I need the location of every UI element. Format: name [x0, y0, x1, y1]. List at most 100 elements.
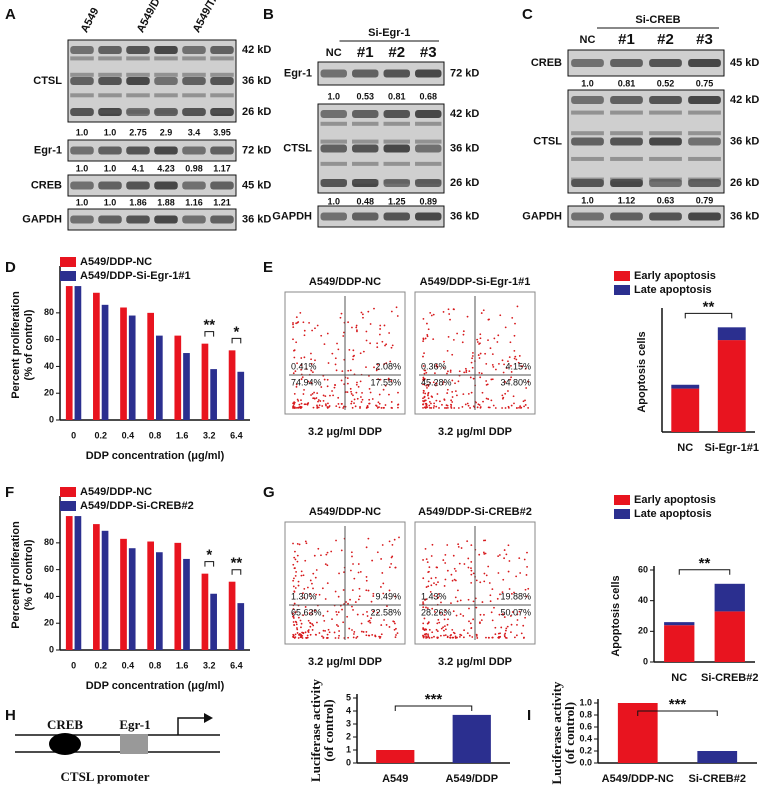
flow-dot: [429, 590, 432, 593]
blot-band: [610, 110, 643, 115]
flow-dot: [299, 636, 302, 639]
flow-dot: [328, 406, 330, 408]
y-tick-label: 60: [44, 564, 54, 574]
flow-dot: [326, 406, 329, 408]
flow-dot: [450, 399, 453, 402]
flow-dot: [315, 397, 318, 399]
flow-dot: [429, 381, 432, 384]
blot-band: [98, 109, 122, 114]
flow-dot: [426, 386, 428, 389]
flow-dot: [380, 407, 383, 409]
diagram-caption: CTSL promoter: [61, 769, 150, 784]
blot-band: [126, 46, 150, 54]
flow-dot: [499, 314, 502, 317]
bar: [228, 581, 236, 650]
blot-band: [98, 77, 122, 85]
flow-dot: [423, 372, 426, 375]
flow-dot: [300, 570, 303, 573]
flow-dot: [353, 402, 355, 405]
flow-dot: [435, 382, 438, 385]
flow-dot: [434, 372, 436, 375]
flow-dot: [510, 371, 513, 373]
flow-dot: [444, 634, 447, 636]
panel-label: A: [5, 6, 16, 23]
flow-dot: [355, 383, 358, 386]
flow-dot: [292, 585, 295, 588]
quadrant-value: 74.94%: [291, 377, 322, 387]
blot-membrane: [67, 208, 237, 231]
blot-band: [98, 93, 122, 98]
x-tick-label: 0: [71, 430, 76, 440]
bar: [147, 541, 154, 650]
flow-dot: [384, 404, 387, 406]
flow-dot: [490, 399, 493, 402]
bar: [147, 312, 154, 420]
quant-label: 1.25: [388, 196, 406, 206]
flow-dot: [375, 369, 378, 372]
flow-dot: [466, 315, 469, 318]
y-tick-label: 0: [643, 656, 648, 666]
quadrant-value: 65.63%: [291, 607, 322, 617]
flow-dot: [423, 617, 426, 620]
flow-dot: [487, 406, 490, 409]
flow-dot: [395, 627, 397, 630]
quant-label: 2.75: [129, 127, 147, 137]
flow-dot: [429, 311, 432, 314]
sig-bracket: [204, 561, 215, 567]
y-tick-label: 20: [638, 626, 648, 636]
flow-dot: [510, 623, 513, 626]
flow-dot: [422, 606, 425, 609]
flow-dot: [480, 619, 483, 622]
bar: [697, 751, 738, 763]
flow-dot: [518, 355, 521, 357]
flow-dot: [461, 341, 464, 344]
row-label: GAPDH: [522, 210, 562, 222]
flow-dot: [461, 406, 464, 408]
flow-dot: [433, 402, 436, 405]
flow-dot: [351, 326, 353, 329]
group-label: Si-CREB: [635, 14, 680, 26]
flow-dot: [454, 570, 457, 572]
flow-dot: [329, 394, 331, 397]
x-tick-label: Si-Egr-1#1: [705, 442, 759, 454]
flow-dot: [514, 322, 516, 325]
sig-label: **: [203, 317, 215, 334]
flow-dot: [293, 624, 296, 627]
flow-dot: [485, 636, 487, 639]
flow-dot: [422, 378, 425, 381]
flow-dot: [504, 381, 506, 383]
flow-dot: [504, 392, 507, 395]
flow-dot: [469, 622, 472, 625]
flow-dot: [384, 384, 387, 387]
flow-dot: [371, 559, 374, 562]
flow-dot: [479, 337, 482, 340]
flow-dot: [475, 606, 478, 609]
flow-dot: [438, 400, 441, 403]
panel-label: E: [263, 259, 273, 276]
flow-dot: [310, 369, 313, 372]
flow-dot: [509, 378, 512, 381]
flow-dot: [321, 635, 323, 638]
flow-dot: [491, 588, 494, 591]
flow-dot: [308, 612, 311, 615]
y-tick-label: 0.2: [579, 745, 592, 755]
bar: [128, 315, 136, 420]
quant-label: 1.0: [327, 196, 340, 206]
flow-dot: [489, 600, 492, 603]
blot-membrane: [567, 205, 725, 228]
flow-dot: [296, 543, 299, 545]
quant-label: 1.0: [76, 197, 89, 207]
quant-label: 1.12: [618, 195, 636, 205]
flow-dot: [449, 371, 452, 373]
flow-dot: [451, 390, 454, 393]
quant-label: 3.4: [188, 127, 201, 137]
flow-dot: [301, 637, 304, 639]
quadrant-value: 28.26%: [421, 607, 452, 617]
blot-band: [415, 110, 442, 118]
marker-label: 72 kD: [242, 144, 271, 156]
flow-dot: [330, 550, 333, 553]
x-tick-label: 6.4: [230, 430, 243, 440]
flow-dot: [391, 344, 394, 347]
quant-label: 0.68: [419, 91, 437, 101]
flow-dot: [365, 407, 368, 409]
